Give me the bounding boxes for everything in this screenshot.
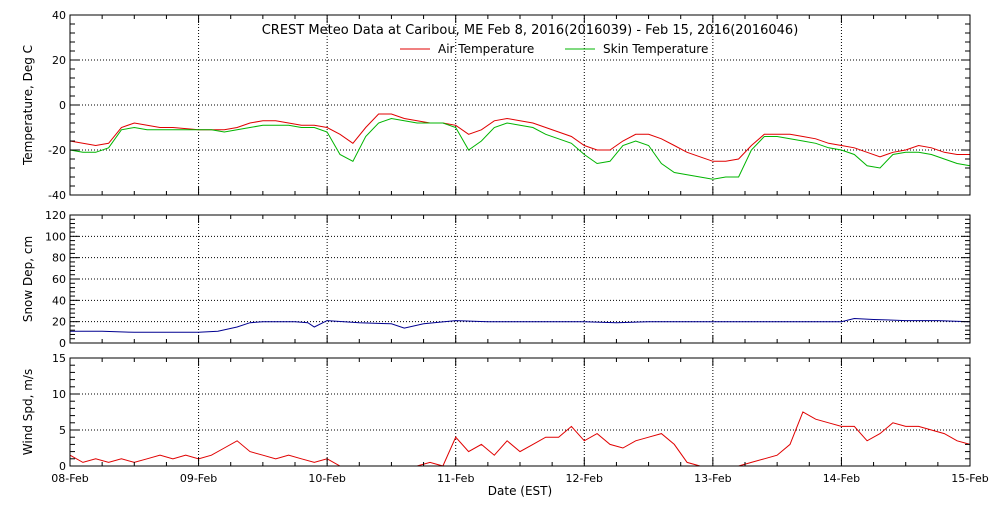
- y-tick-label: 20: [52, 316, 66, 329]
- y-tick-label: 0: [59, 460, 66, 473]
- series-line-2-0: [69, 411, 971, 467]
- y-tick-label: 0: [59, 99, 66, 112]
- y-tick-label: -40: [48, 189, 66, 202]
- series-layer: [69, 113, 971, 467]
- series-line-0-0: [69, 113, 970, 162]
- y-axis-title: Temperature, Deg C: [21, 45, 35, 166]
- axes-layer: [69, 14, 971, 467]
- y-tick-label: 10: [52, 388, 66, 401]
- y-tick-label: 5: [59, 424, 66, 437]
- y-tick-label: 60: [52, 273, 66, 286]
- y-tick-label: 120: [45, 209, 66, 222]
- y-tick-label: 100: [45, 230, 66, 243]
- x-tick-label: 10-Feb: [308, 472, 345, 485]
- y-axis-title: Wind Spd, m/s: [21, 369, 35, 455]
- series-line-1-0: [70, 317, 971, 333]
- y-axis-title: Snow Dep, cm: [21, 236, 35, 322]
- x-tick-label: 11-Feb: [437, 472, 474, 485]
- x-tick-label: 12-Feb: [566, 472, 603, 485]
- text-layer: -40 -20 0 20 40 Temperature, Deg C CREST Meteo…: [21, 9, 989, 498]
- series-line-0-1: [69, 117, 971, 180]
- legend-label-1: Skin Temperature: [603, 42, 708, 56]
- x-tick-label: 08-Feb: [51, 472, 88, 485]
- y-tick-label: 15: [52, 352, 66, 365]
- x-tick-label: 09-Feb: [180, 472, 217, 485]
- y-tick-label: 40: [52, 294, 66, 307]
- x-tick-label: 14-Feb: [823, 472, 860, 485]
- grid-layer: [70, 15, 970, 466]
- y-tick-label: 20: [52, 54, 66, 67]
- x-axis-title: Date (EST): [488, 484, 552, 498]
- chart-title: CREST Meteo Data at Caribou, ME Feb 8, 2…: [262, 23, 799, 38]
- x-tick-label: 13-Feb: [694, 472, 731, 485]
- y-tick-label: -20: [48, 144, 66, 157]
- legend-label-0: Air Temperature: [438, 42, 534, 56]
- x-tick-label: 15-Feb: [951, 472, 988, 485]
- y-tick-label: 0: [59, 337, 66, 350]
- y-tick-label: 80: [52, 252, 66, 265]
- y-tick-label: 40: [52, 9, 66, 22]
- panel-frame: [69, 357, 971, 467]
